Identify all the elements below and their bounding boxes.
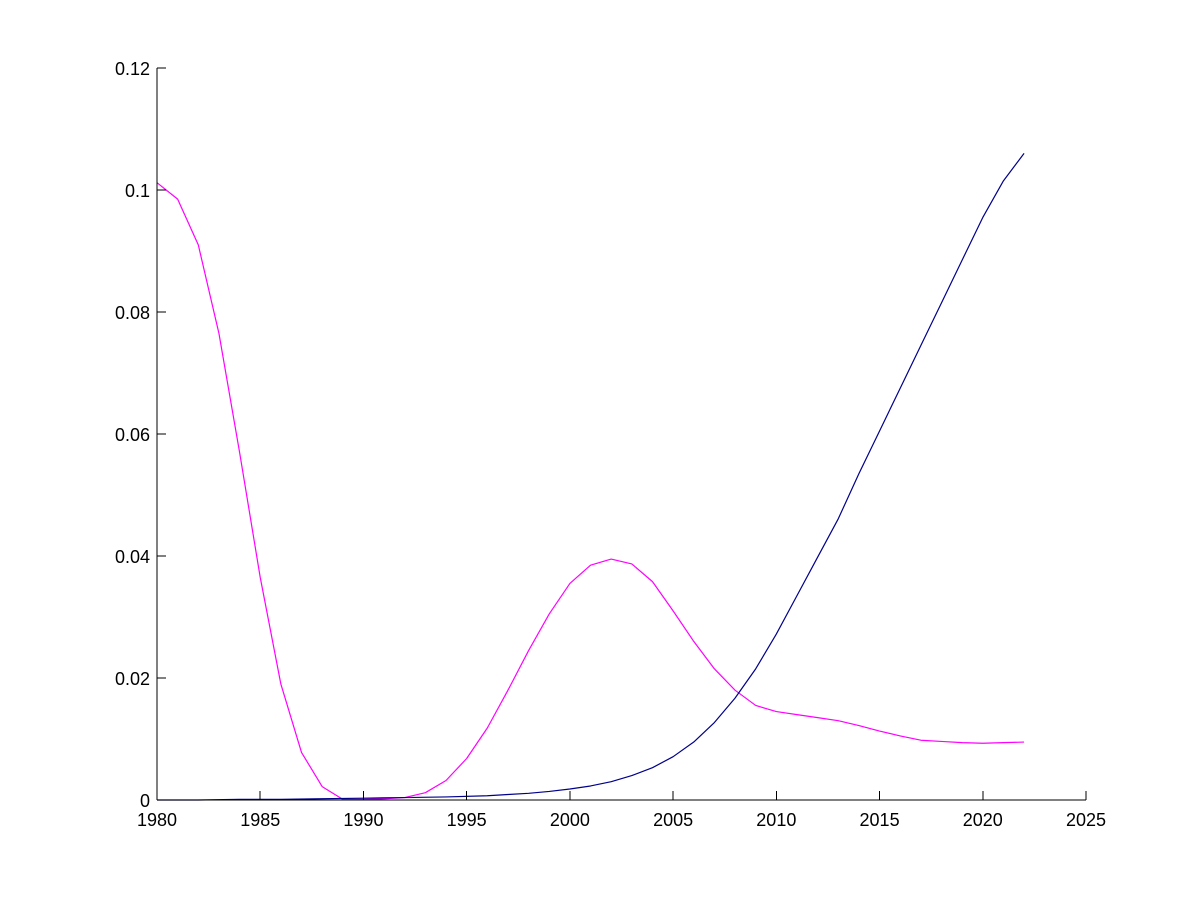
series-line-1 — [156, 182, 1025, 800]
y-tick-label: 0.04 — [115, 547, 150, 567]
y-tick-label: 0.06 — [115, 425, 150, 445]
x-tick-label: 1995 — [447, 810, 487, 830]
x-tick-label: 2010 — [756, 810, 796, 830]
x-tick-label: 2000 — [550, 810, 590, 830]
y-tick-label: 0.08 — [115, 303, 150, 323]
x-tick-label: 1980 — [137, 810, 177, 830]
series-layer — [156, 153, 1025, 801]
series-line-2 — [157, 153, 1025, 801]
x-tick-label: 2005 — [653, 810, 693, 830]
y-tick-label: 0.1 — [125, 181, 150, 201]
x-tick-label: 1990 — [343, 810, 383, 830]
x-tick-label: 2025 — [1066, 810, 1106, 830]
x-tick-label: 2015 — [860, 810, 900, 830]
x-tick-label: 1985 — [240, 810, 280, 830]
y-tick-label: 0.12 — [115, 59, 150, 79]
x-tick-label: 2020 — [963, 810, 1003, 830]
y-tick-label: 0.02 — [115, 669, 150, 689]
y-tick-label: 0 — [140, 791, 150, 811]
x-tick-layer: 1980 1985 1990 1995 2000 2005 2010 2015 2020 2025 — [137, 791, 1106, 830]
y-tick-layer: 0 0.02 0.04 0.06 0.08 0.1 0.12 — [115, 59, 166, 811]
